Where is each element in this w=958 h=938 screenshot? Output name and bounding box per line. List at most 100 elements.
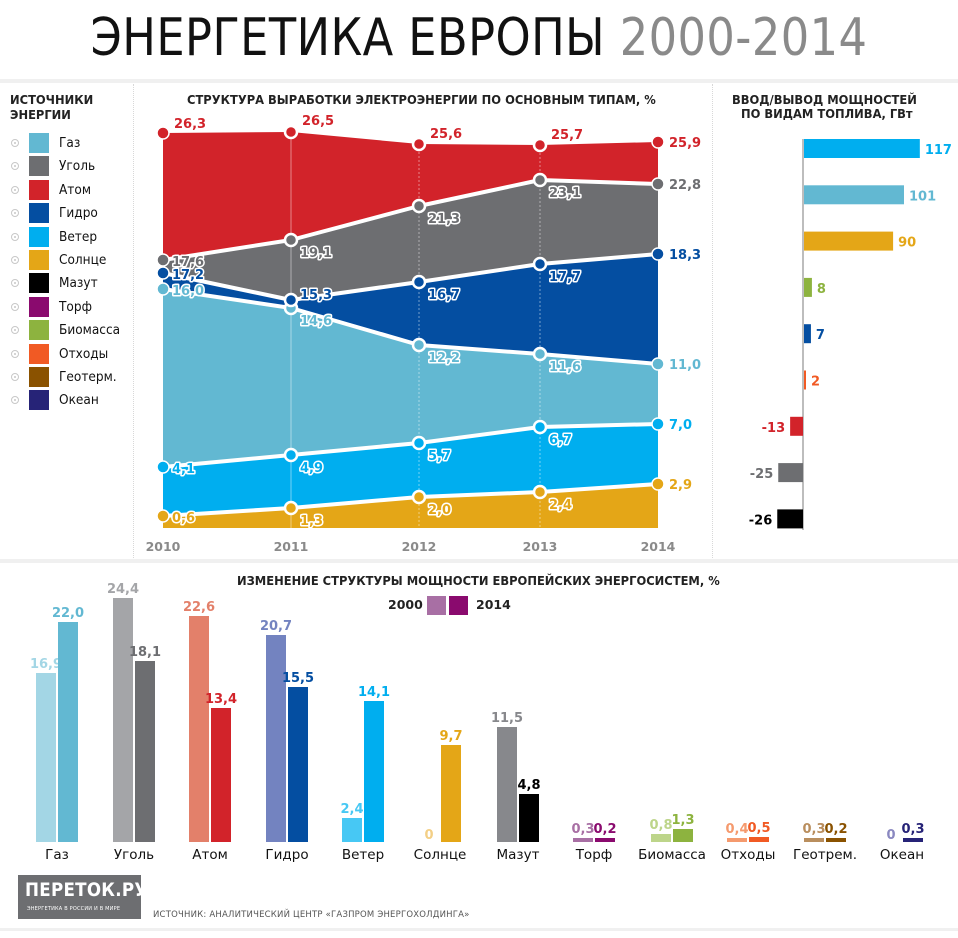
category-label: Отходы [721,847,776,863]
legend-item[interactable]: Торф [10,296,96,317]
category-label: Газ [45,847,69,863]
radio-icon[interactable] [11,279,19,288]
data-point [532,137,548,153]
bar-2014 [595,838,615,842]
x-tick-label: 2012 [402,539,437,554]
bar-2000 [36,673,56,842]
capacity-value-label: -26 [749,513,773,528]
data-point [532,346,548,362]
legend-2000-swatch [427,596,446,615]
bar-value-label: 4,8 [517,778,540,793]
capacity-value-label: 2 [811,375,820,390]
data-label: 11,6 [549,360,581,375]
bar-2000 [727,838,747,842]
radio-icon[interactable] [11,232,19,241]
legend-item[interactable]: Отходы [10,343,114,364]
page-title: ЭНЕРГЕТИКА ЕВРОПЫ 2000-2014 [67,6,891,70]
x-tick-label: 2011 [274,539,309,554]
data-label: 16,0 [172,284,204,299]
legend-swatch [29,273,49,294]
bar-2014 [58,622,78,842]
legend-label: Мазут [59,275,98,292]
legend-label: Отходы [59,345,109,362]
bar-value-label: 0,2 [824,822,847,837]
data-point [651,177,665,191]
bar-value-label: 0,4 [725,822,748,837]
bar-2014 [135,661,155,842]
radio-icon[interactable] [11,302,19,311]
data-point [651,247,665,261]
capacity-bar [804,231,894,251]
capacity-value-label: -25 [750,467,774,482]
bar-value-label: 13,4 [205,692,237,707]
category-label: Мазут [497,847,540,863]
legend-2014-swatch [449,596,468,615]
x-tick-label: 2014 [641,539,676,554]
category-label: Атом [192,847,228,863]
capacity-value-label: 90 [898,236,916,251]
title-main: ЭНЕРГЕТИКА ЕВРОПЫ [90,8,606,68]
legend-swatch [29,179,49,200]
bar-value-label: 20,7 [260,619,292,634]
data-label: 15,3 [300,288,332,303]
radio-icon[interactable] [11,349,19,358]
bar-2000 [342,818,362,842]
data-point [283,447,299,463]
legend-swatch [29,226,49,247]
radio-icon[interactable] [11,185,19,194]
data-label: 16,7 [428,288,460,303]
radio-icon[interactable] [11,326,19,335]
bar-value-label: 0,2 [593,822,616,837]
data-point [532,419,548,435]
data-label: 17,2 [172,268,204,283]
bar-value-label: 0,3 [802,822,825,837]
capacity-value-label: 8 [817,282,826,297]
data-point [651,417,665,431]
legend-item[interactable]: Геотерм. [10,367,123,387]
bar-2014 [826,838,846,842]
legend-item[interactable]: Биомасса [10,320,127,341]
legend-item[interactable]: Газ [10,133,83,153]
bar-2000 [573,838,593,842]
radio-icon[interactable] [11,373,19,381]
legend-label: Торф [59,298,92,315]
data-label: 25,7 [551,128,583,143]
data-label: 5,7 [428,449,451,464]
radio-icon[interactable] [11,396,19,405]
title-years: 2000-2014 [619,8,868,68]
radio-icon[interactable] [11,209,19,218]
footer-divider [0,928,958,931]
legend-item[interactable]: Гидро [10,203,102,224]
data-label: 7,0 [669,418,692,433]
data-point [411,198,427,214]
category-label: Уголь [114,847,154,863]
area-chart-title: СТРУКТУРА ВЫРАБОТКИ ЭЛЕКТРОЭНЕРГИИ ПО ОС… [187,92,656,107]
legend-label: Ветер [59,228,98,245]
peretok-logo[interactable]: ПЕРЕТОК.РУ ЭНЕРГЕТИКА В РОССИИ И В МИРЕ [18,875,147,919]
data-point [411,489,427,505]
legend-item[interactable]: Океан [10,390,103,411]
bar-2014 [903,838,923,842]
capacity-bar [804,277,812,297]
legend-item[interactable]: Атом [10,179,95,200]
legend-item[interactable]: Ветер [10,226,101,247]
radio-icon[interactable] [11,139,19,147]
capacity-value-label: 101 [909,189,936,204]
right-panel-divider [712,84,713,558]
bar-2014 [519,794,539,842]
bar-value-label: 0,3 [901,822,924,837]
legend-item[interactable]: Мазут [10,273,102,294]
radio-icon[interactable] [11,256,19,264]
data-label: 2,4 [549,498,572,513]
data-label: 6,7 [549,433,572,448]
category-label: Ветер [342,847,384,863]
radio-icon[interactable] [11,162,19,171]
legend-swatch [29,390,49,411]
legend-item[interactable]: Солнце [10,250,112,270]
data-point [156,509,170,523]
legend-swatch [29,367,49,387]
legend-item[interactable]: Уголь [10,156,99,177]
capacity-bar [804,370,806,390]
bar-2000 [497,727,517,842]
data-point [156,460,170,474]
